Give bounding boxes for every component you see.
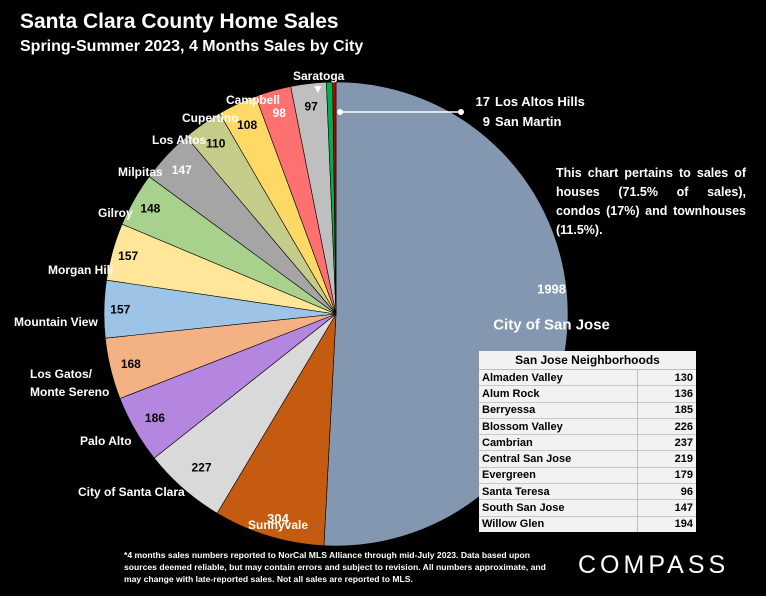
neighborhood-name: Central San Jose xyxy=(479,450,638,468)
slice-label-campbell: Campbell xyxy=(226,93,280,107)
neighborhoods-table: San Jose Neighborhoods Almaden Valley 130… xyxy=(479,351,696,532)
neighborhood-name: South San Jose xyxy=(479,499,638,517)
neighborhood-name: Willow Glen xyxy=(479,515,638,532)
compass-logo: COMPASS xyxy=(578,551,730,579)
saratoga-marker: ▼ xyxy=(312,82,324,96)
slice-value-cupertino: 108 xyxy=(237,118,257,132)
table-row: Berryessa 185 xyxy=(479,401,696,419)
slice-label-los-gatos-monte-sereno: Los Gatos/Monte Sereno xyxy=(30,367,109,399)
neighborhood-sales: 194 xyxy=(637,515,696,532)
slice-value-mountain-view: 157 xyxy=(110,302,130,316)
neighborhood-sales: 185 xyxy=(637,401,696,419)
san-martin-label: San Martin xyxy=(495,114,562,129)
neighborhood-sales: 219 xyxy=(637,450,696,468)
slice-label-saratoga: Saratoga xyxy=(293,69,345,83)
pie-slice-san-martin xyxy=(332,81,337,315)
table-row: South San Jose 147 xyxy=(479,499,696,517)
table-row: Central San Jose 219 xyxy=(479,450,696,468)
table-row: Almaden Valley 130 xyxy=(479,368,696,386)
callout-dot-end xyxy=(458,109,464,115)
slice-label-gilroy: Gilroy xyxy=(98,206,133,220)
slice-label-city-of-san-jose: City of San Jose xyxy=(493,316,610,333)
slice-label-sunnyvale: Sunnyvale xyxy=(248,518,308,532)
chart-note: This chart pertains to sales of houses (… xyxy=(556,166,746,237)
los-altos-hills-label: Los Altos Hills xyxy=(495,94,585,109)
san-martin-value: 9 xyxy=(483,114,490,129)
table-row: Alum Rock 136 xyxy=(479,385,696,403)
neighborhood-sales: 147 xyxy=(637,499,696,517)
slice-label-cupertino: Cupertino xyxy=(182,111,239,125)
los-altos-hills-value: 17 xyxy=(476,94,490,109)
table-row: Willow Glen 194 xyxy=(479,515,696,532)
slice-label-city-of-santa-clara: City of Santa Clara xyxy=(78,485,185,499)
neighborhoods-heading: San Jose Neighborhoods xyxy=(479,351,696,370)
neighborhood-sales: 179 xyxy=(637,466,696,484)
slice-label-los-altos: Los Altos xyxy=(152,133,207,147)
neighborhood-name: Berryessa xyxy=(479,401,638,419)
slice-label-morgan-hill: Morgan Hill xyxy=(48,263,113,277)
slice-label-palo-alto: Palo Alto xyxy=(80,434,132,448)
slice-value-los-gatos-monte-sereno: 168 xyxy=(121,357,141,371)
slice-value-city-of-san-jose: 1998 xyxy=(537,281,566,296)
chart-title: Santa Clara County Home Sales xyxy=(20,10,339,33)
slice-value-campbell: 98 xyxy=(273,106,287,120)
neighborhood-name: Cambrian xyxy=(479,434,638,451)
slice-label-milpitas: Milpitas xyxy=(118,165,163,179)
neighborhood-sales: 96 xyxy=(637,483,696,500)
neighborhood-name: Santa Teresa xyxy=(479,483,638,500)
slice-value-palo-alto: 186 xyxy=(145,411,165,425)
table-row: Cambrian 237 xyxy=(479,434,696,451)
slice-value-gilroy: 148 xyxy=(140,202,160,216)
chart-subtitle: Spring-Summer 2023, 4 Months Sales by Ci… xyxy=(20,38,364,55)
neighborhood-name: Almaden Valley xyxy=(479,368,638,386)
table-row: Blossom Valley 226 xyxy=(479,417,696,435)
pie-slice-sunnyvale xyxy=(216,313,337,547)
table-row: Santa Teresa 96 xyxy=(479,483,696,500)
neighborhood-sales: 237 xyxy=(637,434,696,451)
neighborhood-sales: 130 xyxy=(637,368,696,386)
slice-value-los-altos: 110 xyxy=(206,136,226,150)
neighborhood-name: Blossom Valley xyxy=(479,417,638,435)
neighborhood-sales: 136 xyxy=(637,385,696,403)
slice-value-saratoga: 97 xyxy=(305,100,319,114)
footnote: *4 months sales numbers reported to NorC… xyxy=(124,550,546,584)
callout-dot-start xyxy=(337,109,343,115)
slice-label-mountain-view: Mountain View xyxy=(14,315,98,329)
slice-value-sunnyvale: 304 xyxy=(267,511,289,526)
slice-value-morgan-hill: 157 xyxy=(118,249,138,263)
neighborhood-name: Alum Rock xyxy=(479,385,638,403)
table-row: Evergreen 179 xyxy=(479,466,696,484)
neighborhood-name: Evergreen xyxy=(479,466,638,484)
neighborhood-sales: 226 xyxy=(637,417,696,435)
slice-value-milpitas: 147 xyxy=(172,163,192,177)
slice-value-city-of-santa-clara: 227 xyxy=(191,461,211,475)
